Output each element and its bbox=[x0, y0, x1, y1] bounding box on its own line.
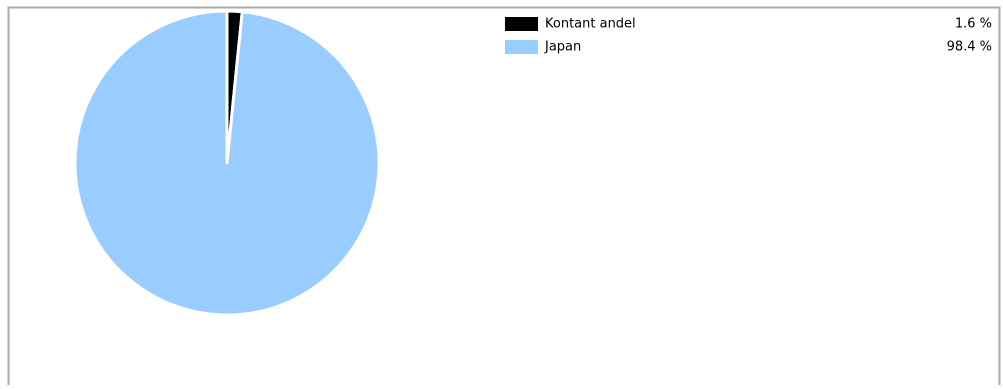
legend-value: 98.4 % bbox=[947, 40, 992, 55]
legend-label: Kontant andel bbox=[545, 17, 636, 32]
legend-label: Japan bbox=[544, 40, 581, 55]
legend-value: 1.6 % bbox=[955, 17, 992, 32]
legend-swatch bbox=[505, 17, 538, 31]
legend-swatch bbox=[505, 40, 538, 54]
pie-slice bbox=[73, 9, 381, 317]
